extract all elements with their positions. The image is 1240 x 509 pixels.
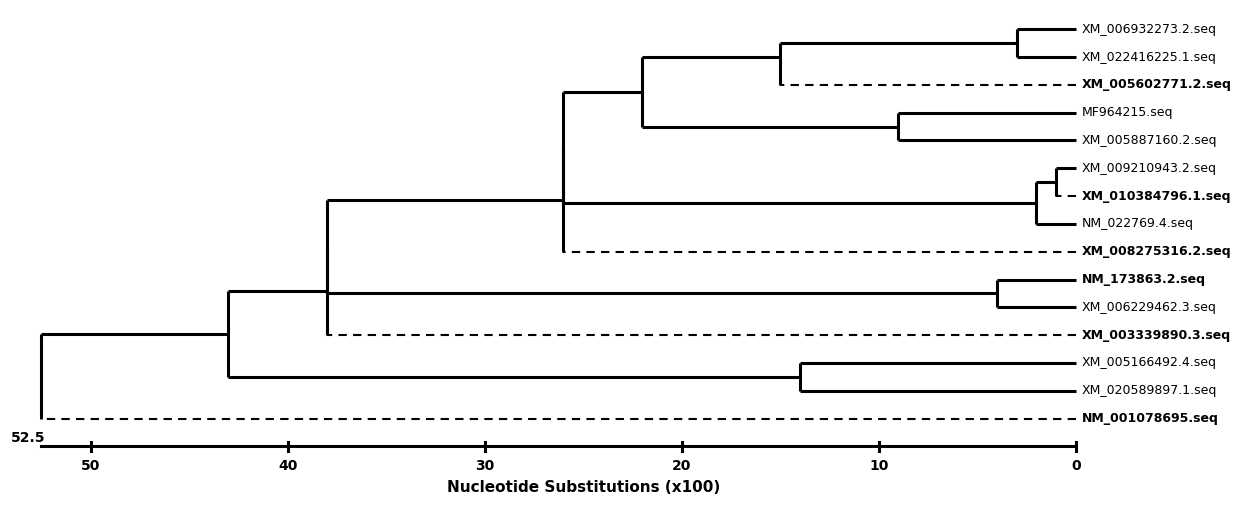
Text: XM_005887160.2.seq: XM_005887160.2.seq [1081,134,1218,147]
Text: 50: 50 [81,459,100,473]
Text: 30: 30 [475,459,495,473]
Text: XM_005166492.4.seq: XM_005166492.4.seq [1081,356,1216,370]
Text: XM_005602771.2.seq: XM_005602771.2.seq [1081,78,1231,91]
Text: 0: 0 [1071,459,1080,473]
Text: XM_006932273.2.seq: XM_006932273.2.seq [1081,23,1216,36]
Text: 20: 20 [672,459,692,473]
Text: XM_009210943.2.seq: XM_009210943.2.seq [1081,162,1216,175]
Text: NM_173863.2.seq: NM_173863.2.seq [1081,273,1205,286]
Text: XM_010384796.1.seq: XM_010384796.1.seq [1081,189,1231,203]
Text: XM_022416225.1.seq: XM_022416225.1.seq [1081,50,1216,64]
Text: Nucleotide Substitutions (x100): Nucleotide Substitutions (x100) [446,480,719,495]
Text: 52.5: 52.5 [11,431,45,445]
Text: 40: 40 [278,459,298,473]
Text: MF964215.seq: MF964215.seq [1081,106,1173,119]
Text: XM_003339890.3.seq: XM_003339890.3.seq [1081,329,1231,342]
Text: XM_006229462.3.seq: XM_006229462.3.seq [1081,301,1216,314]
Text: 10: 10 [869,459,888,473]
Text: XM_020589897.1.seq: XM_020589897.1.seq [1081,384,1216,398]
Text: XM_008275316.2.seq: XM_008275316.2.seq [1081,245,1231,258]
Text: NM_001078695.seq: NM_001078695.seq [1081,412,1219,425]
Text: NM_022769.4.seq: NM_022769.4.seq [1081,217,1194,231]
